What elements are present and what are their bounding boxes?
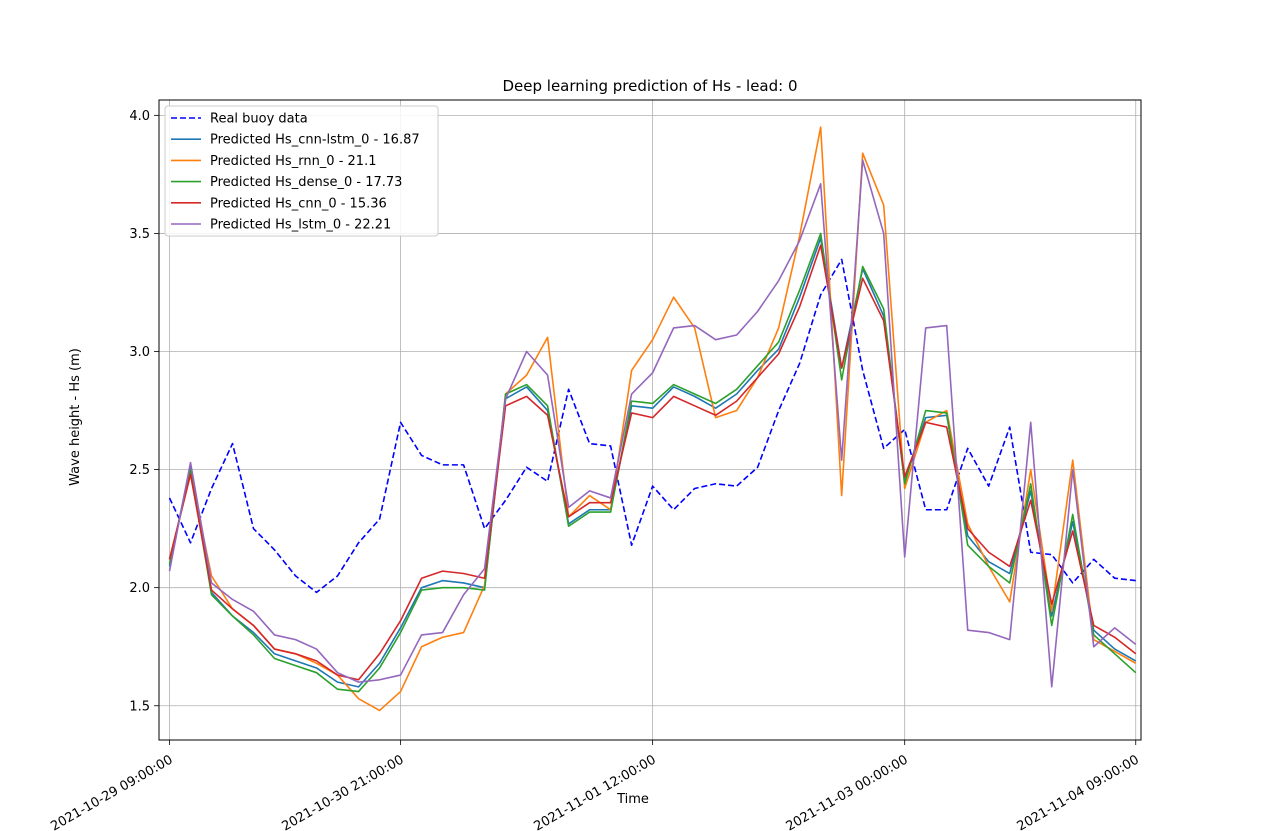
x-axis: 2021-10-29 09:00:00 2021-10-30 21:00:00 20…: [48, 740, 1142, 831]
y-axis: 1.5 2.0 2.5 3.0 3.5 4.0: [129, 109, 159, 714]
series-line-1: [168, 237, 1137, 688]
series-line-3: [168, 232, 1137, 693]
legend-entry: Predicted Hs_rnn_0 - 21.1: [210, 154, 376, 169]
y-axis-label: Wave height - Hs (m): [68, 348, 83, 486]
y-tick-label: 2.5: [129, 463, 150, 478]
series-line-4: [168, 244, 1137, 681]
legend-box: [164, 105, 439, 237]
series-line-0: [168, 258, 1136, 594]
x-tick-label: 2021-10-30 21:00:00: [279, 752, 406, 831]
y-tick-label: 2.0: [129, 581, 150, 596]
legend: Real buoy data Predicted Hs_cnn-lstm_0 - …: [164, 105, 439, 237]
chart-title: Deep learning prediction of Hs - lead: 0: [502, 77, 797, 95]
legend-entry: Predicted Hs_cnn_0 - 15.36: [210, 196, 387, 211]
legend-entry: Predicted Hs_cnn-lstm_0 - 16.87: [210, 133, 420, 148]
legend-entry: Predicted Hs_dense_0 - 17.73: [210, 175, 402, 190]
series-line-5: [168, 159, 1137, 688]
y-tick-label: 3.0: [129, 345, 150, 360]
grid: [159, 100, 1141, 740]
y-tick-label: 1.5: [129, 699, 150, 714]
x-tick-label: 2021-11-04 09:00:00: [1015, 752, 1142, 831]
y-tick-label: 3.5: [129, 227, 150, 242]
series-layer: [168, 126, 1137, 712]
x-tick-label: 2021-11-03 00:00:00: [784, 752, 911, 831]
x-tick-label: 2021-10-29 09:00:00: [48, 752, 175, 831]
y-tick-label: 4.0: [129, 109, 150, 124]
legend-entry: Predicted Hs_lstm_0 - 22.21: [210, 218, 391, 233]
plot-frame: [158, 99, 1142, 741]
x-axis-label: Time: [616, 792, 649, 807]
legend-entry: Real buoy data: [210, 112, 308, 127]
